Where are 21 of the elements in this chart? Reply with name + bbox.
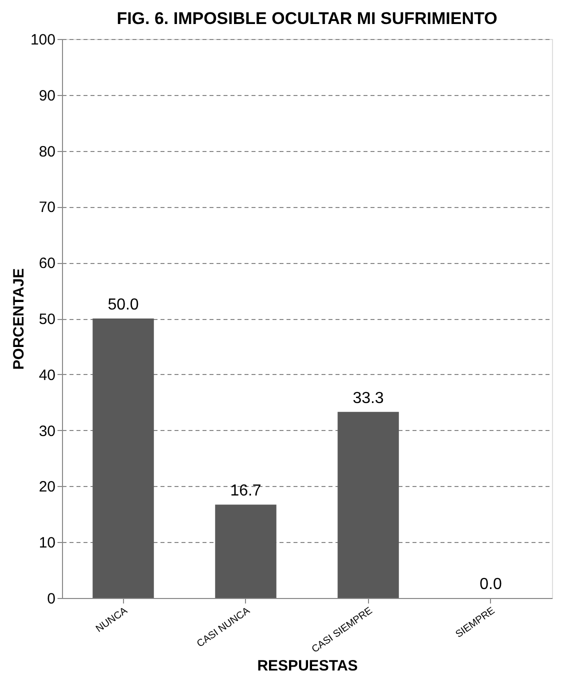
y-tick-label: 10	[38, 534, 56, 552]
y-tick-label: 30	[38, 422, 56, 440]
y-tick-label: 80	[38, 143, 56, 160]
bar	[215, 504, 276, 598]
y-tick-label: 90	[38, 87, 56, 104]
y-tick-label: 100	[30, 32, 56, 48]
y-tick-label: 60	[38, 255, 56, 272]
data-label: 0.0	[480, 576, 502, 593]
y-tick-label: 50	[38, 311, 56, 328]
y-tick-label: 20	[38, 478, 56, 496]
y-tick-label: 40	[38, 366, 56, 384]
chart-title: FIG. 6. IMPOSIBLE OCULTAR MI SUFRIMIENTO	[116, 9, 498, 28]
y-axis-title: PORCENTAJE	[10, 268, 28, 370]
y-tick-label: 70	[38, 199, 56, 216]
y-tick-label: 0	[47, 590, 56, 608]
data-label: 16.7	[230, 482, 262, 500]
x-axis-title: RESPUESTAS	[257, 657, 358, 674]
data-label: 33.3	[352, 390, 384, 407]
bar	[92, 318, 154, 598]
data-label: 50.0	[108, 296, 139, 314]
bar	[338, 412, 399, 598]
